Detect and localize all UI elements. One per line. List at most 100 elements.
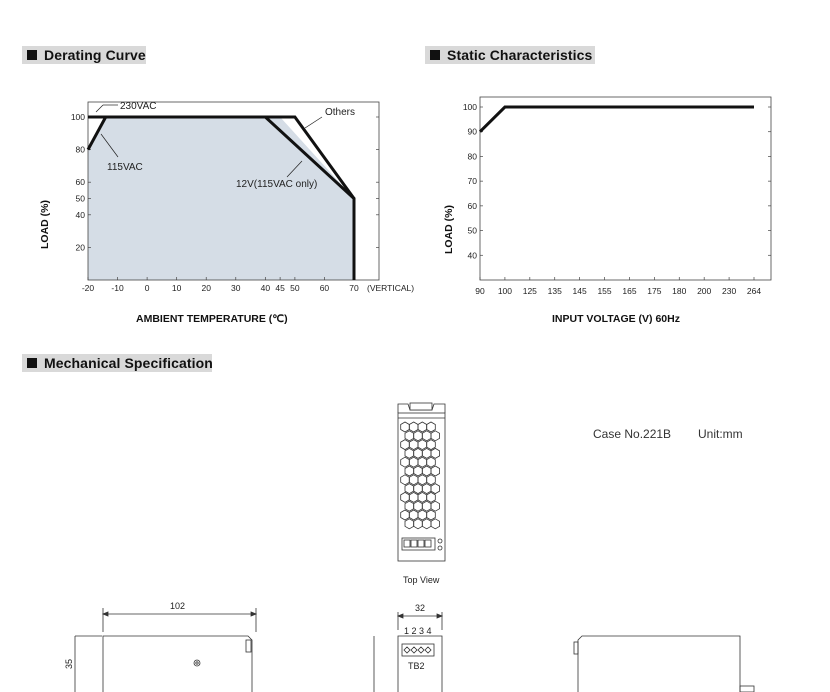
x-tick-label: 175	[647, 286, 661, 296]
x-axis-suffix-vertical: (VERTICAL)	[367, 283, 414, 293]
vent-hole	[430, 430, 441, 442]
x-tick-label: 40	[261, 283, 271, 293]
vent-hole	[404, 483, 415, 495]
side-view-drawing	[373, 612, 444, 692]
x-tick-label: 30	[231, 283, 241, 293]
y-tick-label: 70	[468, 176, 478, 186]
x-tick-label: 264	[747, 286, 761, 296]
x-tick-label: 20	[201, 283, 211, 293]
vent-hole	[400, 509, 410, 521]
derating-y-axis-title: LOAD (%)	[39, 200, 51, 249]
y-tick-label: 80	[468, 151, 478, 161]
square-bullet-icon	[27, 50, 37, 60]
series-line-load	[478, 105, 754, 133]
vent-hole	[426, 491, 436, 503]
y-tick-label: 40	[76, 210, 86, 220]
x-tick-label: 135	[548, 286, 562, 296]
annotation-230vac: 230VAC	[120, 101, 157, 112]
y-tick-label: 90	[468, 127, 478, 137]
vent-hole	[400, 421, 410, 433]
y-tick-label: 100	[71, 112, 85, 122]
unit-label: Unit:mm	[698, 427, 743, 441]
vent-hole	[430, 483, 441, 495]
x-tick-label: 90	[475, 286, 485, 296]
series-line-115vac	[86, 116, 108, 151]
y-tick-label: 50	[468, 226, 478, 236]
mechanical-specification-title: Mechanical Specification	[44, 355, 213, 371]
vent-hole	[408, 439, 419, 451]
vent-hole	[426, 439, 436, 451]
vent-hole	[413, 447, 423, 459]
top-view-label: Top View	[403, 575, 440, 585]
vent-hole	[417, 509, 428, 521]
vent-hole	[413, 465, 423, 477]
front-view-drawing	[74, 608, 258, 692]
vent-hole	[404, 500, 415, 512]
vent-hole	[408, 421, 419, 433]
x-tick-label: 0	[145, 283, 150, 293]
x-tick-label: 165	[622, 286, 636, 296]
top-view-drawing	[397, 402, 446, 562]
vent-hole	[421, 447, 432, 459]
x-tick-label: 230	[722, 286, 736, 296]
vent-hole	[400, 491, 410, 503]
vent-hole	[417, 439, 428, 451]
vent-hole	[430, 518, 441, 530]
vent-hole	[421, 500, 432, 512]
static-characteristics-header: Static Characteristics	[425, 46, 595, 64]
y-tick-label: 60	[468, 201, 478, 211]
annotation-115vac: 115VAC	[107, 162, 143, 173]
x-tick-label: 70	[349, 283, 359, 293]
vent-hole	[408, 474, 419, 486]
y-tick-label: 60	[76, 177, 86, 187]
vent-hole	[413, 430, 423, 442]
vent-hole	[430, 500, 441, 512]
y-tick-label: 100	[463, 102, 477, 112]
vent-hole	[417, 421, 428, 433]
derating-area-fill	[88, 117, 354, 280]
derating-curve-title: Derating Curve	[44, 47, 146, 63]
static-x-axis-title: INPUT VOLTAGE (V) 60Hz	[552, 313, 680, 325]
vent-hole	[417, 491, 428, 503]
x-tick-label: 200	[697, 286, 711, 296]
vent-hole	[413, 483, 423, 495]
terminal-pins: 1 2 3 4	[404, 626, 432, 636]
vent-hole	[413, 518, 423, 530]
x-tick-label: 180	[672, 286, 686, 296]
vent-hole	[404, 518, 415, 530]
y-tick-label: 40	[468, 250, 478, 260]
dimension-width: 32	[415, 603, 425, 613]
annotation-12v-115vac-only: 12V(115VAC only)	[236, 179, 317, 190]
vent-hole	[421, 518, 432, 530]
static-y-axis-title: LOAD (%)	[443, 205, 455, 254]
annotation-others: Others	[325, 107, 355, 118]
vent-hole	[430, 447, 441, 459]
vent-hole	[426, 421, 436, 433]
x-tick-label: 50	[290, 283, 300, 293]
vent-hole	[408, 509, 419, 521]
vent-hole	[400, 456, 410, 468]
vent-hole	[404, 447, 415, 459]
derating-curve-header: Derating Curve	[22, 46, 146, 64]
series-line-230vac	[88, 115, 356, 280]
dimension-height: 35	[64, 659, 74, 669]
vent-hole	[404, 465, 415, 477]
x-tick-label: 145	[573, 286, 587, 296]
x-tick-label: 125	[523, 286, 537, 296]
vent-hole	[408, 456, 419, 468]
vent-hole	[421, 465, 432, 477]
square-bullet-icon	[430, 50, 440, 60]
vent-hole	[421, 430, 432, 442]
mechanical-specification-header: Mechanical Specification	[22, 354, 213, 372]
vent-hole	[413, 500, 423, 512]
x-tick-label: 155	[597, 286, 611, 296]
vent-hole	[421, 483, 432, 495]
y-tick-label: 20	[76, 242, 86, 252]
vent-hole	[426, 456, 436, 468]
terminal-block-label: TB2	[408, 661, 425, 671]
vent-hole	[430, 465, 441, 477]
vent-hole	[408, 491, 419, 503]
